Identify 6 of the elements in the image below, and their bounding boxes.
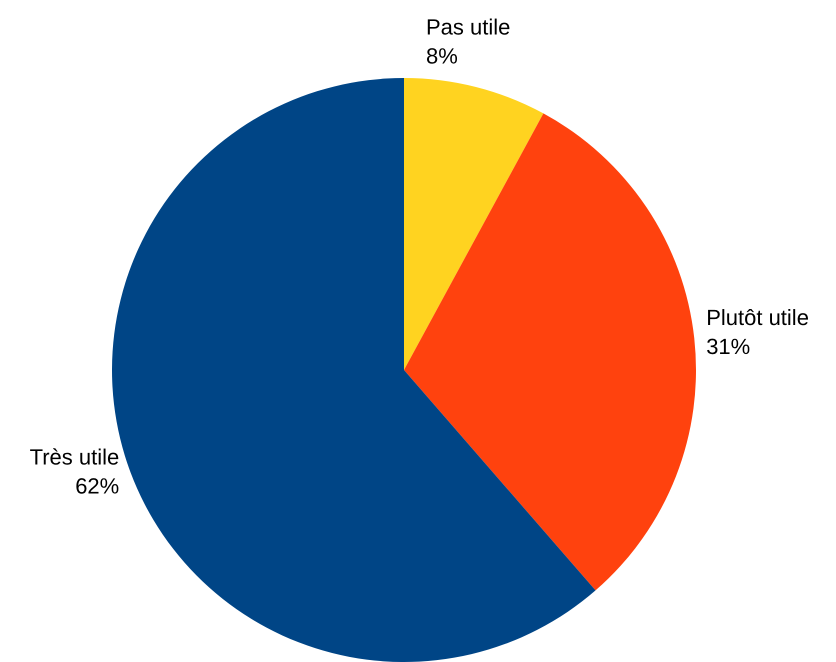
data-label: 31%: [706, 334, 750, 360]
slice-label: Pas utile: [426, 14, 510, 40]
data-label: 62%: [75, 474, 120, 498]
data-label: 8%: [426, 43, 458, 68]
slice-label: Plutôt utile: [706, 305, 809, 330]
slice-label: Très utile: [30, 444, 120, 470]
